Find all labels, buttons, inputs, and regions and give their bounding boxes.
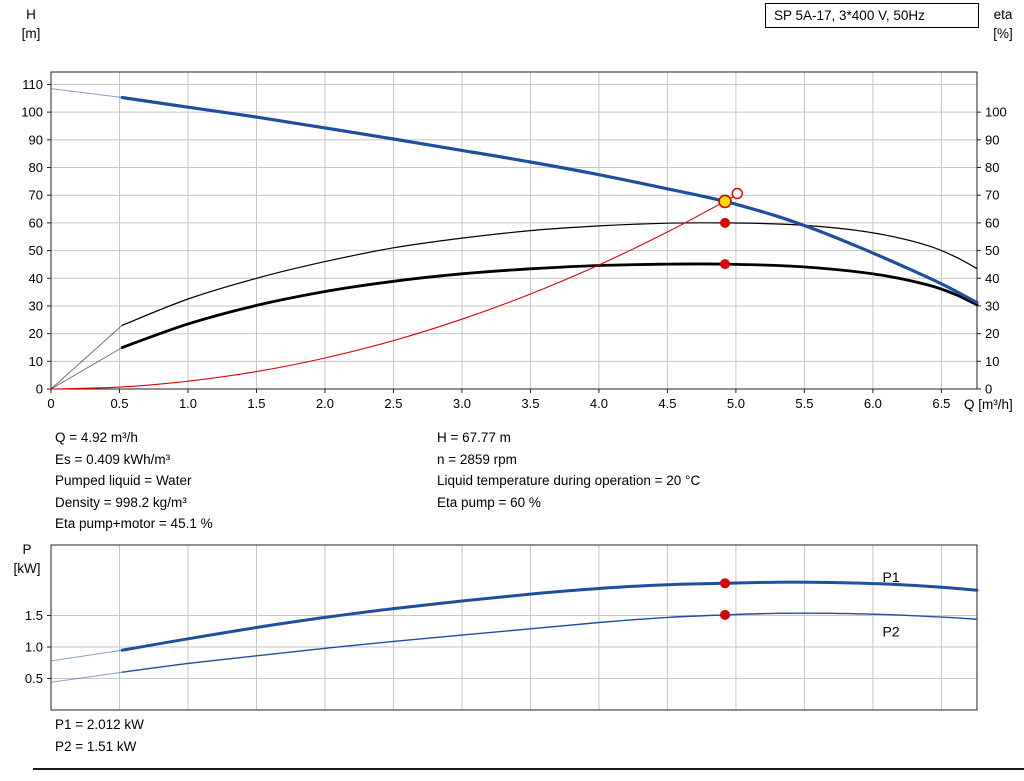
- tick-label: 2.0: [316, 396, 334, 411]
- head-curve: [120, 95, 979, 305]
- info-line-p1: P1 = 2.012 kW: [55, 717, 144, 732]
- tick-label: 10: [29, 354, 43, 369]
- tick-label: 20: [29, 326, 43, 341]
- tick-label: 10: [985, 354, 999, 369]
- p-axis-symbol: P: [22, 542, 32, 557]
- p1-curve-lead: [50, 649, 123, 662]
- tick-label: 4.5: [658, 396, 676, 411]
- info-line-speed: n = 2859 rpm: [437, 451, 517, 467]
- tick-label: 80: [985, 160, 999, 175]
- requested-duty-point: [731, 187, 743, 200]
- p2-curve: [121, 612, 978, 673]
- tick-label: 90: [985, 132, 999, 147]
- tick-label: 70: [29, 188, 43, 203]
- p-axis-unit: [kW]: [13, 561, 41, 576]
- tick-label: 110: [22, 77, 43, 92]
- tick-label: 0: [47, 396, 54, 411]
- p1-curve: [120, 580, 979, 652]
- tick-label: 30: [29, 298, 43, 313]
- power-info: P1 = 2.012 kW P2 = 1.51 kW: [55, 714, 144, 757]
- tick-label: 0: [36, 382, 43, 397]
- tick-label: 1.5: [247, 396, 265, 411]
- p2-point: [720, 609, 730, 620]
- info-line-temperature: Liquid temperature during operation = 20…: [437, 473, 701, 488]
- tick-label: 40: [29, 271, 43, 286]
- p-axis-label: P [kW]: [4, 540, 50, 578]
- h-axis-unit: [m]: [21, 26, 41, 41]
- tick-label: 5.0: [727, 396, 745, 411]
- tick-label: 60: [985, 215, 999, 230]
- tick-label: 70: [985, 188, 999, 203]
- info-line-density: Density = 998.2 kg/m³: [55, 494, 187, 510]
- eta-pump-motor-curve: [120, 262, 979, 349]
- tick-label: 2.5: [384, 396, 402, 411]
- q-axis-label: Q [m³/h]: [964, 397, 1013, 412]
- tick-label: 100: [985, 105, 1007, 120]
- eta-axis-symbol: eta: [993, 7, 1013, 22]
- tick-label: 90: [29, 132, 43, 147]
- tick-label: 1.0: [179, 396, 197, 411]
- tick-label: 3.5: [521, 396, 539, 411]
- tick-label: 6.0: [864, 396, 882, 411]
- tick-label: 1.5: [25, 608, 43, 623]
- h-axis-symbol: H: [26, 7, 36, 22]
- duty-info-right: H = 67.77 m n = 2859 rpm Liquid temperat…: [437, 427, 700, 513]
- system-curve: [50, 193, 738, 390]
- tick-label: 3.0: [453, 396, 471, 411]
- info-line-es: Es = 0.409 kWh/m³: [55, 451, 171, 467]
- plot-frame: [50, 71, 978, 390]
- eta-pump-point: [720, 217, 730, 228]
- tick-label: 0.5: [25, 671, 43, 686]
- pump-model-box: SP 5A-17, 3*400 V, 50Hz: [765, 3, 979, 28]
- eta-pump-curve: [121, 222, 978, 326]
- duty-info-left: Q = 4.92 m³/h Es = 0.409 kWh/m³ Pumped l…: [55, 427, 213, 535]
- tick-label: 80: [29, 160, 43, 175]
- tick-label: 40: [985, 271, 999, 286]
- tick-label: 20: [985, 326, 999, 341]
- eta-pump-motor-point: [720, 259, 730, 270]
- h-axis-label: H [m]: [10, 5, 52, 43]
- p1-label: P1: [883, 569, 900, 585]
- duty-point: [718, 194, 732, 209]
- tick-label: 1.0: [25, 640, 43, 655]
- info-line-liquid: Pumped liquid = Water: [55, 473, 192, 488]
- tick-label: 6.5: [932, 396, 950, 411]
- plot-frame: [50, 544, 978, 711]
- eta-axis-label: eta [%]: [982, 5, 1024, 43]
- tick-label: 60: [29, 215, 43, 230]
- tick-label: 50: [29, 243, 43, 258]
- info-line-head: H = 67.77 m: [437, 430, 511, 445]
- head-curve-lead: [50, 88, 123, 98]
- p1-point: [720, 578, 730, 589]
- eta-axis-unit: [%]: [993, 26, 1013, 41]
- info-line-eta-total: Eta pump+motor = 45.1 %: [55, 516, 213, 531]
- tick-label: 100: [21, 105, 43, 120]
- info-line-eta-pump: Eta pump = 60 %: [437, 494, 541, 510]
- bottom-divider: [33, 768, 1024, 770]
- tick-label: 30: [985, 298, 999, 313]
- tick-label: 0.5: [110, 396, 128, 411]
- p2-curve-lead: [50, 671, 123, 683]
- info-line-flow: Q = 4.92 m³/h: [55, 430, 138, 445]
- eta-pump-motor-curve-lead: [50, 347, 123, 390]
- info-line-p2: P2 = 1.51 kW: [55, 738, 137, 754]
- eta-pump-curve-lead: [50, 324, 123, 390]
- tick-label: 50: [985, 243, 999, 258]
- tick-label: 4.0: [590, 396, 608, 411]
- p2-label: P2: [883, 623, 900, 639]
- tick-label: 0: [985, 382, 992, 397]
- tick-label: 5.5: [795, 396, 813, 411]
